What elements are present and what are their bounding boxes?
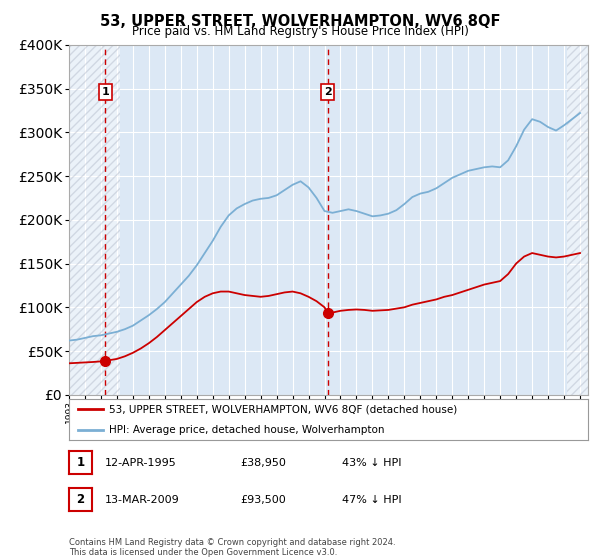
Text: 1: 1 <box>101 87 109 97</box>
Text: 1: 1 <box>76 456 85 469</box>
Text: 2: 2 <box>323 87 331 97</box>
Text: 13-MAR-2009: 13-MAR-2009 <box>105 494 180 505</box>
Text: Price paid vs. HM Land Registry's House Price Index (HPI): Price paid vs. HM Land Registry's House … <box>131 25 469 38</box>
Text: £93,500: £93,500 <box>240 494 286 505</box>
Text: 12-APR-1995: 12-APR-1995 <box>105 458 177 468</box>
Text: Contains HM Land Registry data © Crown copyright and database right 2024.
This d: Contains HM Land Registry data © Crown c… <box>69 538 395 557</box>
Bar <box>69 45 120 395</box>
Bar <box>567 45 588 395</box>
Text: 53, UPPER STREET, WOLVERHAMPTON, WV6 8QF (detached house): 53, UPPER STREET, WOLVERHAMPTON, WV6 8QF… <box>109 404 458 414</box>
Text: 53, UPPER STREET, WOLVERHAMPTON, WV6 8QF: 53, UPPER STREET, WOLVERHAMPTON, WV6 8QF <box>100 14 500 29</box>
Text: 2: 2 <box>76 493 85 506</box>
Text: HPI: Average price, detached house, Wolverhampton: HPI: Average price, detached house, Wolv… <box>109 424 385 435</box>
Text: 43% ↓ HPI: 43% ↓ HPI <box>342 458 401 468</box>
Text: 47% ↓ HPI: 47% ↓ HPI <box>342 494 401 505</box>
Text: £38,950: £38,950 <box>240 458 286 468</box>
